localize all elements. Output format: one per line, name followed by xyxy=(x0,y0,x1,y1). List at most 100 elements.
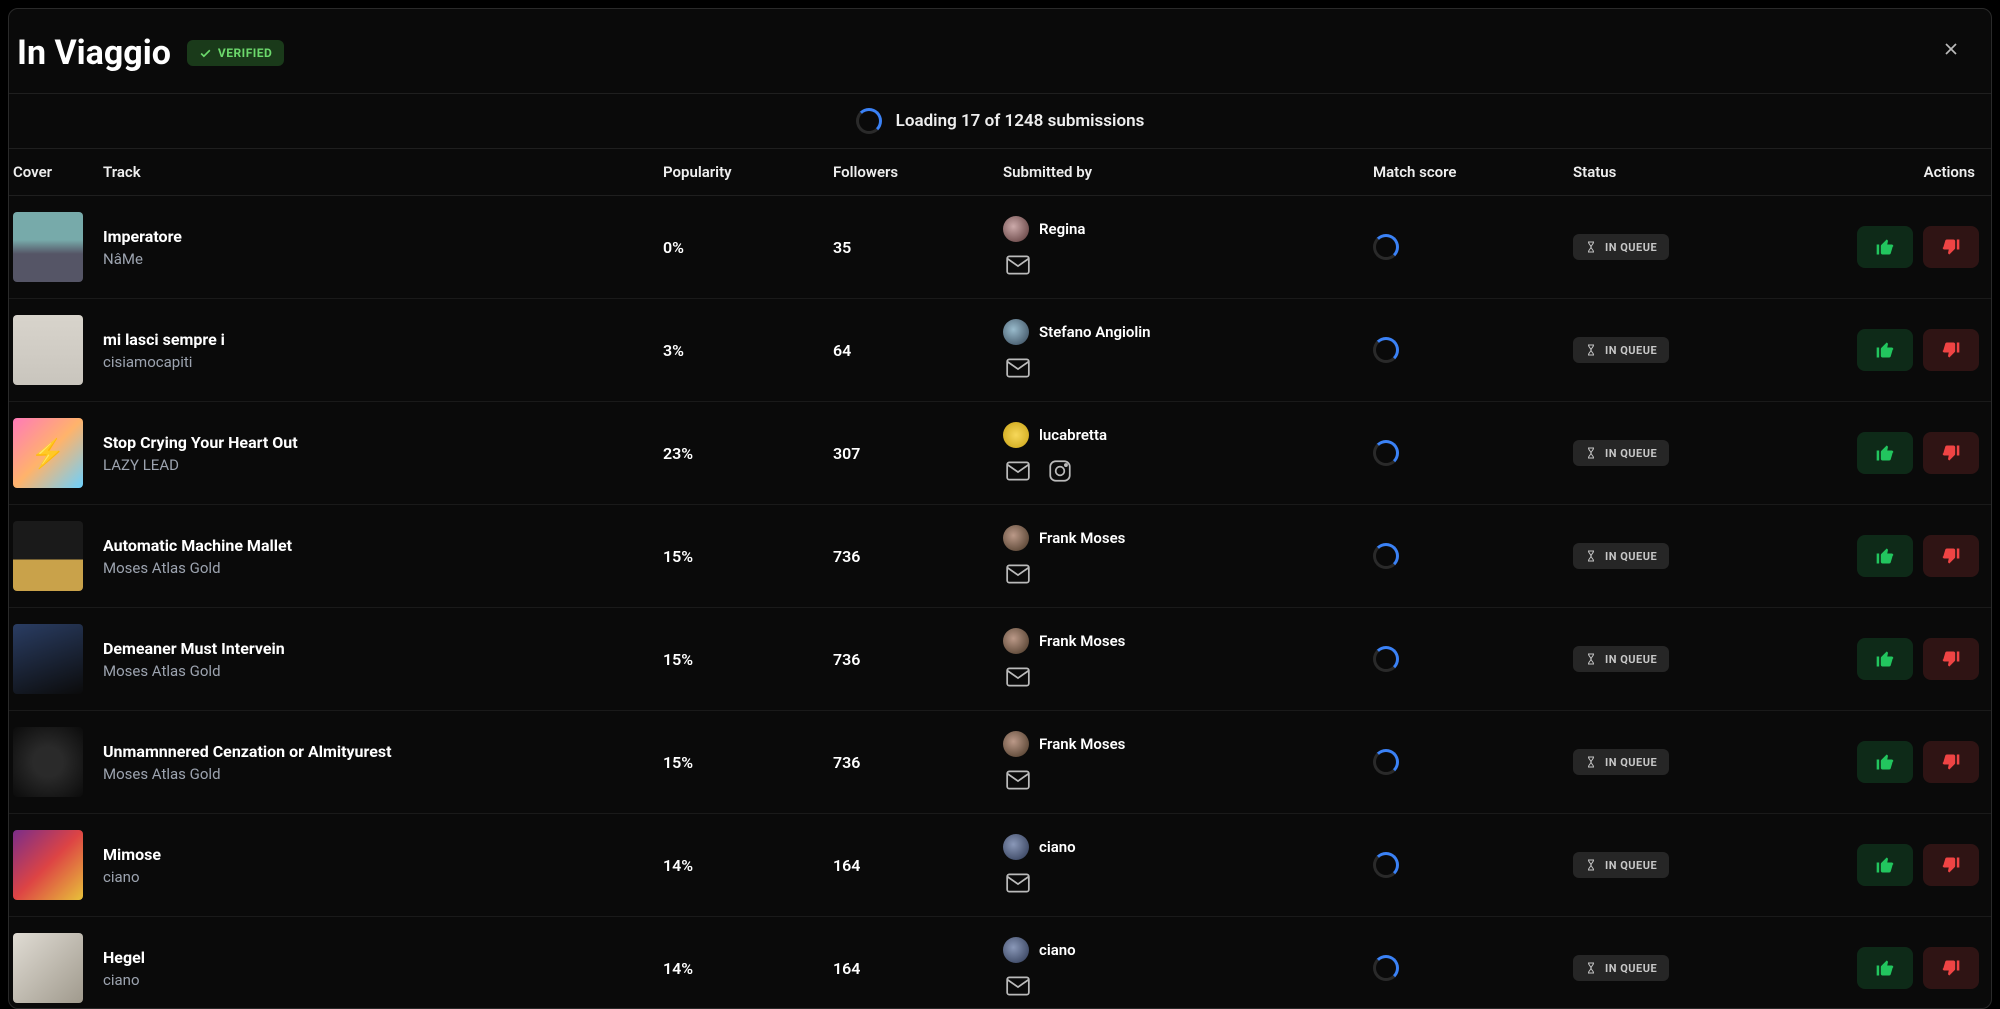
track-artist[interactable]: Moses Atlas Gold xyxy=(103,765,663,783)
popularity-cell: 14% xyxy=(663,856,833,875)
reject-button[interactable] xyxy=(1923,535,1979,577)
submitter-name: Stefano Angiolin xyxy=(1039,323,1151,341)
instagram-icon[interactable] xyxy=(1045,458,1075,484)
popularity-cell: 23% xyxy=(663,444,833,463)
submitter-link[interactable]: Frank Moses xyxy=(1003,731,1373,757)
avatar xyxy=(1003,834,1029,860)
mail-icon[interactable] xyxy=(1003,870,1033,896)
mail-icon[interactable] xyxy=(1003,767,1033,793)
submitter-link[interactable]: lucabretta xyxy=(1003,422,1373,448)
approve-button[interactable] xyxy=(1857,329,1913,371)
thumbs-down-icon xyxy=(1941,443,1961,463)
approve-button[interactable] xyxy=(1857,947,1913,989)
track-title[interactable]: Mimose xyxy=(103,845,663,864)
track-title[interactable]: Demeaner Must Intervein xyxy=(103,639,663,658)
contact-icons xyxy=(1003,252,1373,278)
thumbs-up-icon xyxy=(1875,752,1895,772)
approve-button[interactable] xyxy=(1857,844,1913,886)
thumbs-down-icon xyxy=(1941,649,1961,669)
mail-icon[interactable] xyxy=(1003,973,1033,999)
table-header: Cover Track Popularity Followers Submitt… xyxy=(9,149,1991,196)
thumbs-down-icon xyxy=(1941,237,1961,257)
reject-button[interactable] xyxy=(1923,741,1979,783)
reject-button[interactable] xyxy=(1923,947,1979,989)
spinner-icon xyxy=(1373,337,1399,363)
thumbs-up-icon xyxy=(1875,649,1895,669)
cover-art[interactable] xyxy=(13,727,83,797)
track-title[interactable]: Hegel xyxy=(103,948,663,967)
col-popularity: Popularity xyxy=(663,163,833,181)
track-artist[interactable]: ciano xyxy=(103,868,663,886)
submitter-link[interactable]: Regina xyxy=(1003,216,1373,242)
page-title: In Viaggio xyxy=(17,33,171,73)
track-title[interactable]: Imperatore xyxy=(103,227,663,246)
contact-icons xyxy=(1003,767,1373,793)
cover-art[interactable] xyxy=(13,933,83,1003)
submitter-name: Frank Moses xyxy=(1039,529,1125,547)
hourglass-icon xyxy=(1585,858,1597,872)
reject-button[interactable] xyxy=(1923,329,1979,371)
mail-icon[interactable] xyxy=(1003,458,1033,484)
approve-button[interactable] xyxy=(1857,432,1913,474)
status-label: IN QUEUE xyxy=(1605,550,1657,563)
actions-cell xyxy=(1823,535,1991,577)
status-cell: IN QUEUE xyxy=(1573,440,1823,466)
thumbs-up-icon xyxy=(1875,546,1895,566)
track-title[interactable]: mi lasci sempre i xyxy=(103,330,663,349)
status-label: IN QUEUE xyxy=(1605,756,1657,769)
reject-button[interactable] xyxy=(1923,844,1979,886)
status-badge: IN QUEUE xyxy=(1573,234,1669,260)
spinner-icon xyxy=(1373,852,1399,878)
mail-icon[interactable] xyxy=(1003,561,1033,587)
table-row: Hegel ciano 14% 164 ciano IN QUEUE xyxy=(9,917,1991,1008)
track-artist[interactable]: LAZY LEAD xyxy=(103,456,663,474)
spinner-icon xyxy=(1373,440,1399,466)
table-body[interactable]: Imperatore NâMe 0% 35 Regina IN QUEUE xyxy=(9,196,1991,1008)
cover-art[interactable] xyxy=(13,315,83,385)
track-artist[interactable]: cisiamocapiti xyxy=(103,353,663,371)
reject-button[interactable] xyxy=(1923,432,1979,474)
reject-button[interactable] xyxy=(1923,226,1979,268)
submitter-link[interactable]: Stefano Angiolin xyxy=(1003,319,1373,345)
track-artist[interactable]: Moses Atlas Gold xyxy=(103,559,663,577)
status-badge: IN QUEUE xyxy=(1573,955,1669,981)
approve-button[interactable] xyxy=(1857,741,1913,783)
mail-icon[interactable] xyxy=(1003,252,1033,278)
mail-icon[interactable] xyxy=(1003,355,1033,381)
status-cell: IN QUEUE xyxy=(1573,749,1823,775)
table-row: Automatic Machine Mallet Moses Atlas Gol… xyxy=(9,505,1991,608)
track-cell: Hegel ciano xyxy=(103,948,663,989)
track-title[interactable]: Automatic Machine Mallet xyxy=(103,536,663,555)
followers-cell: 736 xyxy=(833,547,1003,566)
track-title[interactable]: Stop Crying Your Heart Out xyxy=(103,433,663,452)
track-artist[interactable]: ciano xyxy=(103,971,663,989)
submitter-cell: ciano xyxy=(1003,834,1373,896)
cover-art[interactable] xyxy=(13,624,83,694)
cover-art[interactable] xyxy=(13,830,83,900)
track-artist[interactable]: NâMe xyxy=(103,250,663,268)
cover-cell xyxy=(13,315,103,385)
submitter-link[interactable]: ciano xyxy=(1003,834,1373,860)
track-artist[interactable]: Moses Atlas Gold xyxy=(103,662,663,680)
submitter-link[interactable]: Frank Moses xyxy=(1003,628,1373,654)
submitter-link[interactable]: Frank Moses xyxy=(1003,525,1373,551)
followers-cell: 64 xyxy=(833,341,1003,360)
col-match-score: Match score xyxy=(1373,163,1573,181)
reject-button[interactable] xyxy=(1923,638,1979,680)
submitter-link[interactable]: ciano xyxy=(1003,937,1373,963)
track-title[interactable]: Unmamnnered Cenzation or Almityurest xyxy=(103,742,663,761)
submitter-name: Frank Moses xyxy=(1039,632,1125,650)
cover-cell xyxy=(13,418,103,488)
col-submitted-by: Submitted by xyxy=(1003,163,1373,181)
cover-art[interactable] xyxy=(13,418,83,488)
thumbs-up-icon xyxy=(1875,340,1895,360)
approve-button[interactable] xyxy=(1857,638,1913,680)
cover-art[interactable] xyxy=(13,212,83,282)
close-button[interactable] xyxy=(1935,33,1967,65)
verified-label: VERIFIED xyxy=(218,46,272,60)
approve-button[interactable] xyxy=(1857,226,1913,268)
track-cell: Mimose ciano xyxy=(103,845,663,886)
cover-art[interactable] xyxy=(13,521,83,591)
approve-button[interactable] xyxy=(1857,535,1913,577)
mail-icon[interactable] xyxy=(1003,664,1033,690)
